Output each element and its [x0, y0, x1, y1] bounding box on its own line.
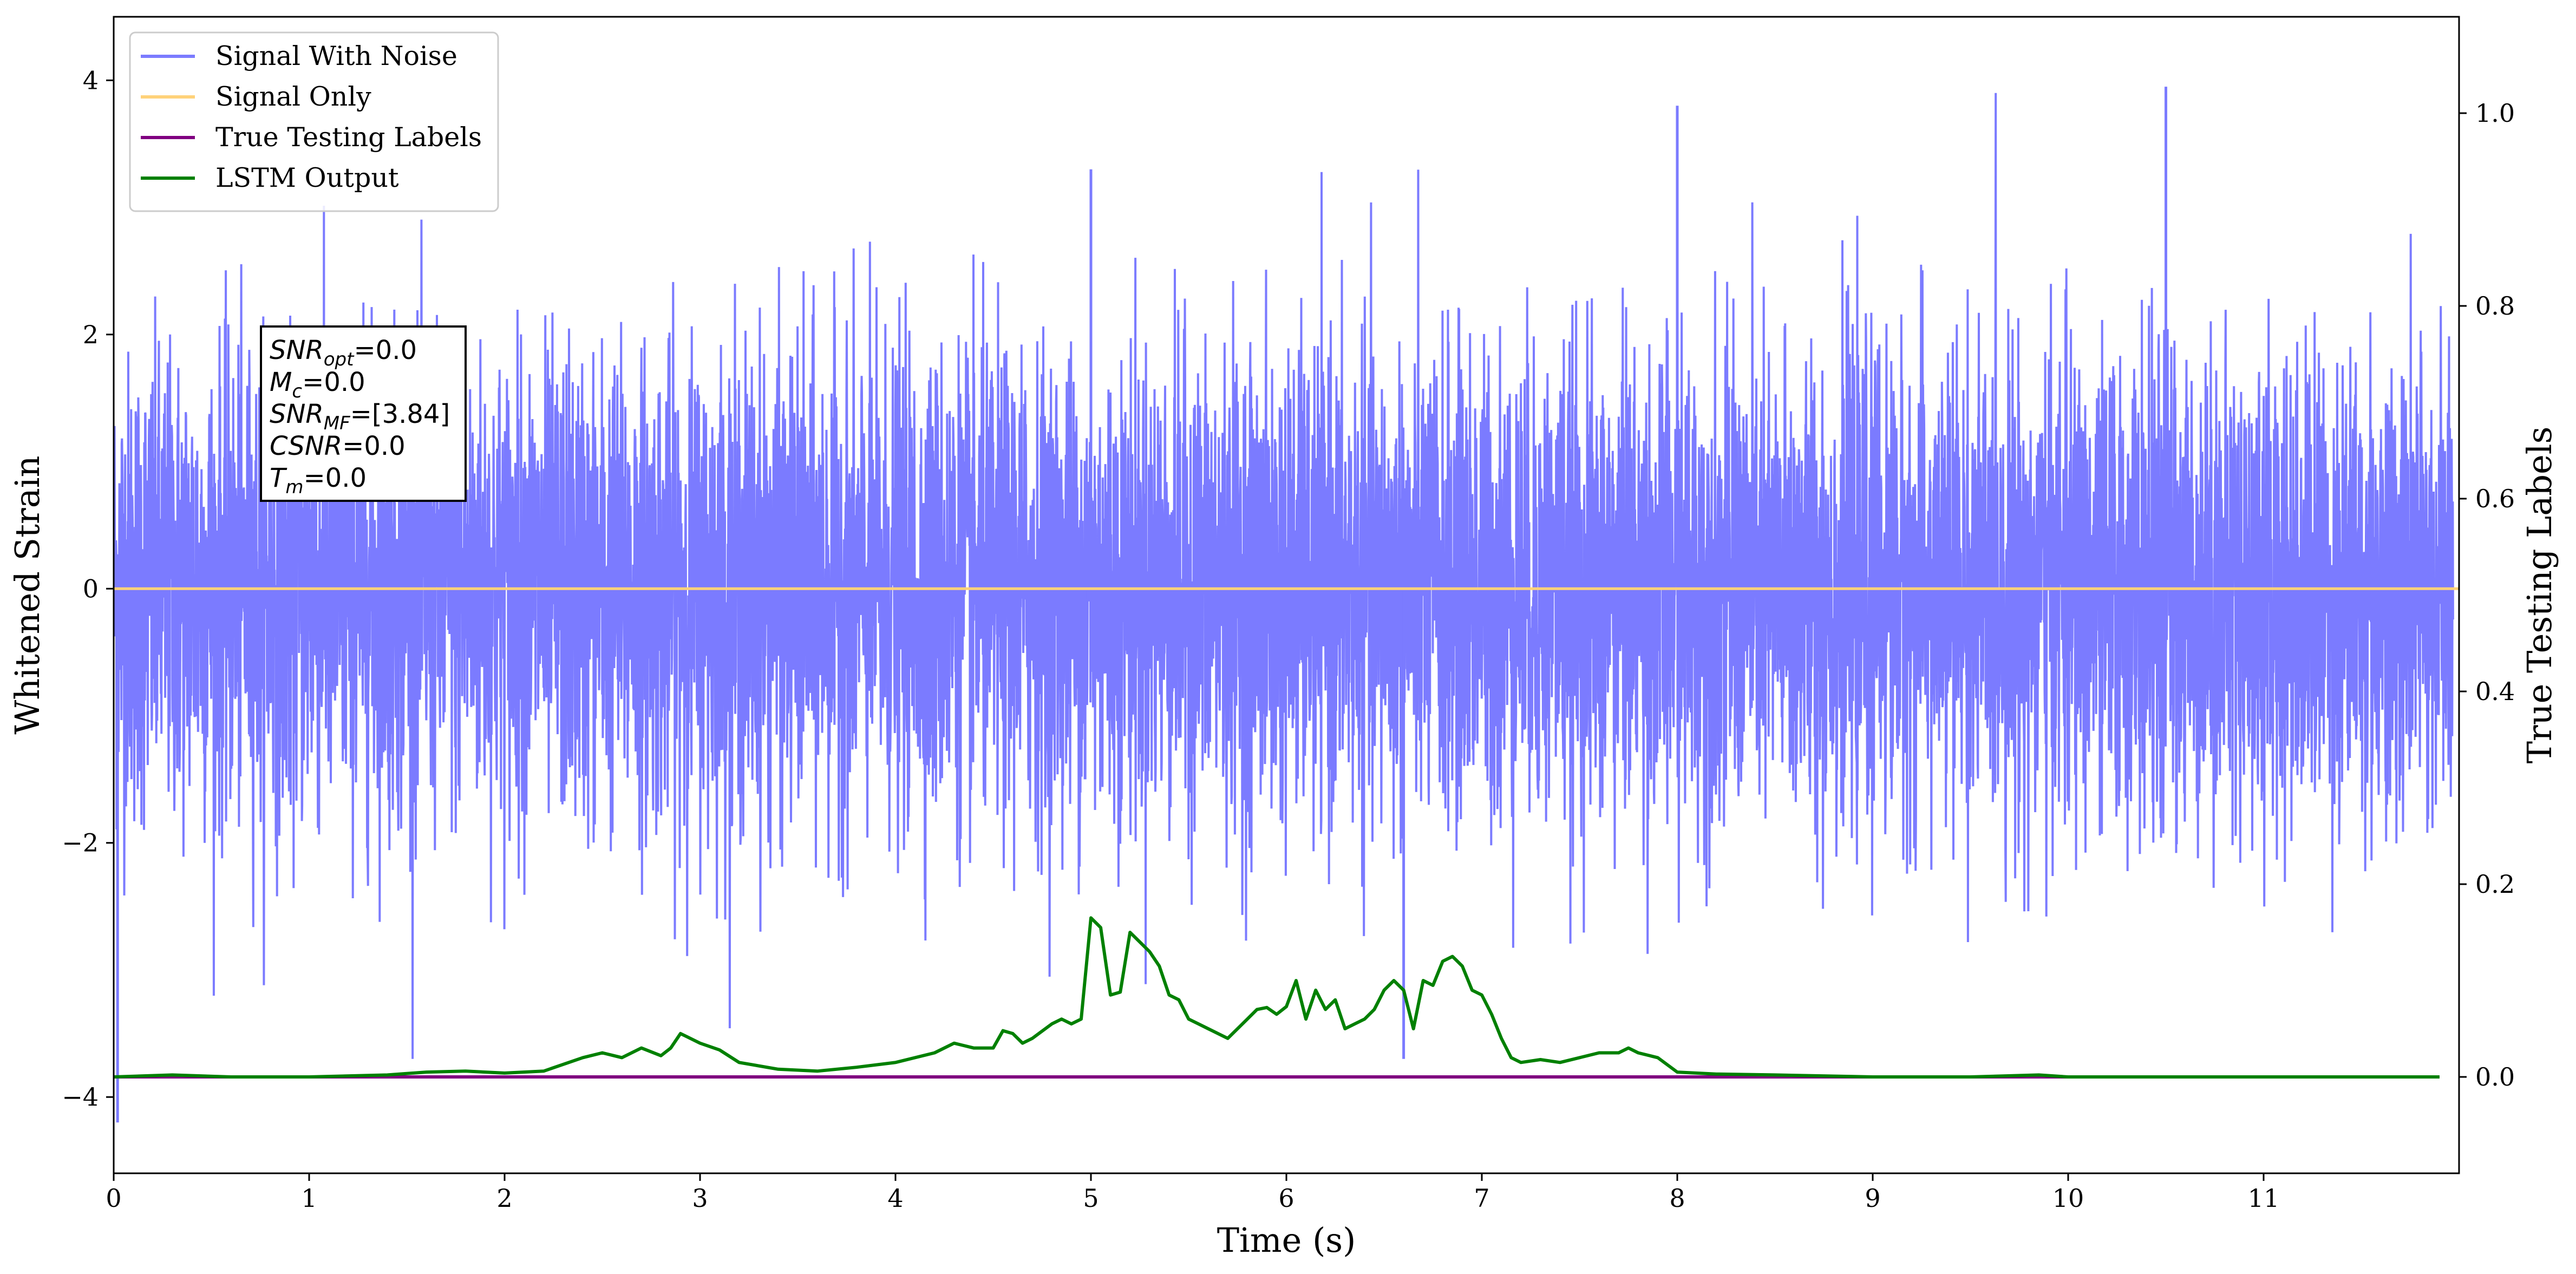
y-right-tick-label: 0.2 — [2475, 870, 2515, 899]
y-left-tick-label: 2 — [83, 320, 99, 349]
info-box: SNRopt=0.0Mc=0.0SNRMF=[3.84]CSNR=0.0Tm=0… — [260, 325, 467, 502]
y-right-tick-label: 0.4 — [2475, 677, 2515, 706]
info-line: CSNR=0.0 — [270, 431, 406, 461]
info-variable: SNR — [270, 335, 324, 365]
y-right-tick-label: 0.0 — [2475, 1062, 2515, 1092]
info-line: SNRopt=0.0 — [270, 335, 417, 370]
y-left-tick-label: −4 — [62, 1082, 99, 1112]
info-box-frame — [260, 325, 467, 502]
y-left-tick-label: 0 — [83, 574, 99, 603]
info-value: =0.0 — [303, 463, 367, 493]
info-variable: M — [270, 367, 292, 397]
info-line: Mc=0.0 — [270, 367, 365, 402]
x-tick-label: 6 — [1278, 1184, 1294, 1213]
x-tick-label: 4 — [887, 1184, 903, 1213]
info-variable: CSNR — [270, 431, 342, 461]
x-tick-label: 11 — [2248, 1184, 2280, 1213]
info-line: Tm=0.0 — [270, 463, 367, 498]
x-tick-label: 10 — [2052, 1184, 2084, 1213]
info-variable: T — [270, 463, 287, 493]
x-tick-label: 3 — [692, 1184, 708, 1213]
axes-layer: 0 1 2 3 4 5 6 7 8 9 10 11 −4 −2 0 2 4 0.0 0.2 0.4 0.6 0.8 1.0 T… — [8, 66, 2559, 1260]
series-layer — [114, 87, 2459, 1123]
x-tick-label: 9 — [1865, 1184, 1880, 1213]
info-subscript: opt — [324, 349, 355, 370]
y-right-tick-label: 0.6 — [2475, 484, 2515, 513]
x-tick-label: 2 — [496, 1184, 512, 1213]
x-tick-label: 7 — [1474, 1184, 1489, 1213]
info-value: =0.0 — [354, 335, 417, 365]
info-subscript: MF — [324, 413, 350, 434]
y-left-tick-label: −2 — [62, 828, 99, 858]
legend-label: LSTM Output — [215, 162, 399, 193]
legend-label: Signal Only — [215, 81, 371, 112]
legend-box — [129, 31, 499, 212]
info-variable: SNR — [270, 399, 324, 429]
legend-label: True Testing Labels — [215, 122, 482, 153]
legend-label: Signal With Noise — [215, 41, 457, 71]
x-tick-label: 8 — [1669, 1184, 1685, 1213]
x-tick-label: 1 — [301, 1184, 317, 1213]
info-subscript: c — [292, 381, 302, 402]
legend: Signal With Noise Signal Only True Testing… — [129, 31, 499, 212]
info-subscript: m — [285, 476, 303, 498]
x-tick-label: 5 — [1083, 1184, 1099, 1213]
x-tick-label: 0 — [106, 1184, 121, 1213]
y-right-axis-title: True Testing Labels — [2520, 427, 2559, 764]
lstm-output-line — [114, 916, 2440, 1079]
info-value: =0.0 — [302, 367, 365, 397]
noise-series-line — [114, 93, 2454, 1059]
y-left-axis-title: Whitened Strain — [8, 456, 47, 735]
info-value: =[3.84] — [350, 399, 450, 429]
y-right-tick-label: 0.8 — [2475, 291, 2515, 321]
y-right-tick-label: 1.0 — [2475, 99, 2515, 128]
info-value: =0.0 — [342, 431, 406, 461]
info-line: SNRMF=[3.84] — [270, 399, 450, 434]
y-left-tick-label: 4 — [83, 66, 99, 95]
noise-series-extremes — [116, 87, 2167, 1123]
x-axis-title: Time (s) — [1217, 1220, 1356, 1260]
